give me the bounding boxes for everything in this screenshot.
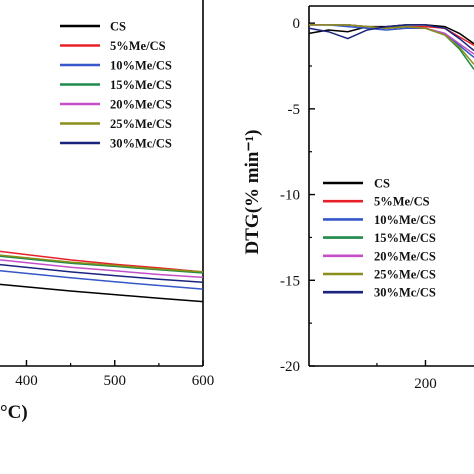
dtg-y-tick-label: -10 <box>280 188 300 204</box>
tg-line-25pctme-cs <box>0 254 204 273</box>
dtg-legend-label: 20%Me/CS <box>374 249 436 263</box>
dtg-legend-label: 10%Me/CS <box>374 213 436 227</box>
tg-x-tick-label: 400 <box>15 373 38 389</box>
tg-legend-label: 15%Me/CS <box>110 78 172 92</box>
dtg-y-ticks: 0 -5 -10 -15 -20 <box>280 16 315 375</box>
tg-x-tick-label: 500 <box>103 373 126 389</box>
dtg-y-tick-label: -15 <box>280 273 300 289</box>
tg-panel: 400 500 600 CS 5%Me/CS 10%Me/CS 15%Me/CS 20%Me… <box>0 0 214 423</box>
dtg-x-ticks: 200 <box>376 360 437 392</box>
dtg-legend-label: 15%Me/CS <box>374 231 436 245</box>
dtg-x-tick-label: 200 <box>414 376 437 392</box>
tg-line-15pctme-cs <box>0 255 204 274</box>
tg-line-30pctmc-cs <box>0 263 204 283</box>
dtg-y-tick-label: -5 <box>288 102 301 118</box>
tg-x-ticks: 400 500 600 <box>15 360 214 389</box>
dtg-legend: CS 5%Me/CS 10%Me/CS 15%Me/CS 20%Me/CS 25%Me/C… <box>323 177 436 300</box>
tg-series-lines <box>0 250 204 303</box>
dtg-line-30pctmc-cs <box>308 24 474 52</box>
tg-legend-label: 10%Me/CS <box>110 59 172 73</box>
dtg-panel: 0 -5 -10 -15 -20 200 CS 5%Me/CS 10%Me/CS 15%Me/… <box>242 5 474 392</box>
dtg-y-tick-label: -20 <box>280 359 300 375</box>
tg-legend-label: CS <box>110 20 126 34</box>
dtg-legend-label: CS <box>374 177 390 191</box>
dtg-legend-label: 25%Me/CS <box>374 268 436 282</box>
dtg-y-tick-label: 0 <box>293 16 301 32</box>
tg-line-cs <box>0 283 204 303</box>
tg-legend: CS 5%Me/CS 10%Me/CS 15%Me/CS 20%Me/CS 25%Me/C… <box>60 20 172 151</box>
dtg-legend-label: 5%Me/CS <box>374 195 430 209</box>
dtg-series-lines <box>308 24 474 70</box>
dtg-y-axis-title: DTG(% min⁻¹) <box>242 130 263 255</box>
tg-legend-label: 30%Mc/CS <box>110 137 172 151</box>
dtg-line-25pctme-cs <box>309 24 474 65</box>
tg-legend-label: 20%Me/CS <box>110 98 172 112</box>
tg-legend-label: 5%Me/CS <box>110 39 166 53</box>
tg-x-axis-title-fragment: °C) <box>0 402 28 423</box>
tg-legend-label: 25%Me/CS <box>110 117 172 131</box>
tg-line-20pctme-cs <box>0 259 204 279</box>
tg-line-10pctme-cs <box>0 270 204 290</box>
tg-x-tick-label: 600 <box>192 373 215 389</box>
tg-line-5pctme-cs <box>0 250 204 273</box>
dtg-legend-label: 30%Mc/CS <box>374 286 436 300</box>
